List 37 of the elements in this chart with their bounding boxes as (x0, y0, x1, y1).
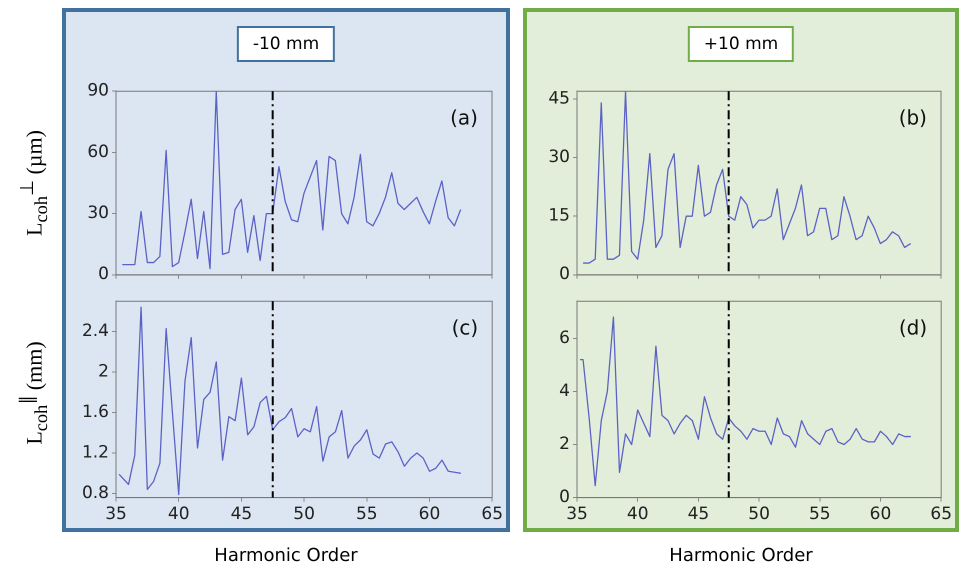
y-tick-label: 30 (87, 203, 109, 224)
x-tick-label: 60 (418, 504, 440, 524)
y-tick-label: 15 (548, 206, 570, 226)
y-tick-label: 6 (559, 328, 570, 348)
annotation: (a) (450, 105, 478, 130)
x-tick-label: 55 (356, 504, 378, 524)
x-tick-label: 45 (230, 504, 252, 524)
y-tick-label: 2 (98, 361, 109, 382)
y-tick-label: 4 (559, 380, 570, 401)
x-tick-label: 40 (168, 504, 190, 524)
x-axis-title: Harmonic Order (669, 545, 813, 566)
x-axis-title: Harmonic Order (214, 545, 358, 566)
x-tick-label: 50 (748, 504, 770, 524)
y-tick-label: 2.4 (82, 320, 109, 341)
annotation: (b) (898, 105, 927, 130)
x-tick-label: 55 (808, 504, 831, 524)
y-tick-label: 0 (559, 264, 570, 284)
x-tick-label: 40 (626, 504, 649, 524)
y-tick-label: 90 (87, 80, 109, 101)
y-tick-label: 45 (548, 88, 570, 108)
y-tick-label: 0 (98, 264, 109, 284)
annotation: (d) (898, 315, 928, 340)
x-tick-label: 65 (930, 504, 952, 524)
y-tick-label: 2 (559, 434, 570, 454)
y-tick-label: 1.2 (82, 442, 109, 462)
y-tick-label: 60 (87, 142, 109, 162)
x-tick-label: 50 (293, 504, 315, 524)
x-tick-label: 35 (105, 504, 127, 524)
chart-title: +10 mm (688, 26, 794, 62)
x-tick-label: 65 (481, 504, 504, 524)
annotation: (c) (452, 315, 478, 340)
x-tick-label: 45 (688, 504, 710, 524)
chart-title: -10 mm (236, 26, 336, 62)
x-tick-label: 60 (870, 504, 892, 524)
y-tick-label: 30 (548, 147, 570, 168)
y-tick-label: 0.8 (82, 482, 109, 503)
y-tick-label: 1.6 (82, 402, 109, 422)
